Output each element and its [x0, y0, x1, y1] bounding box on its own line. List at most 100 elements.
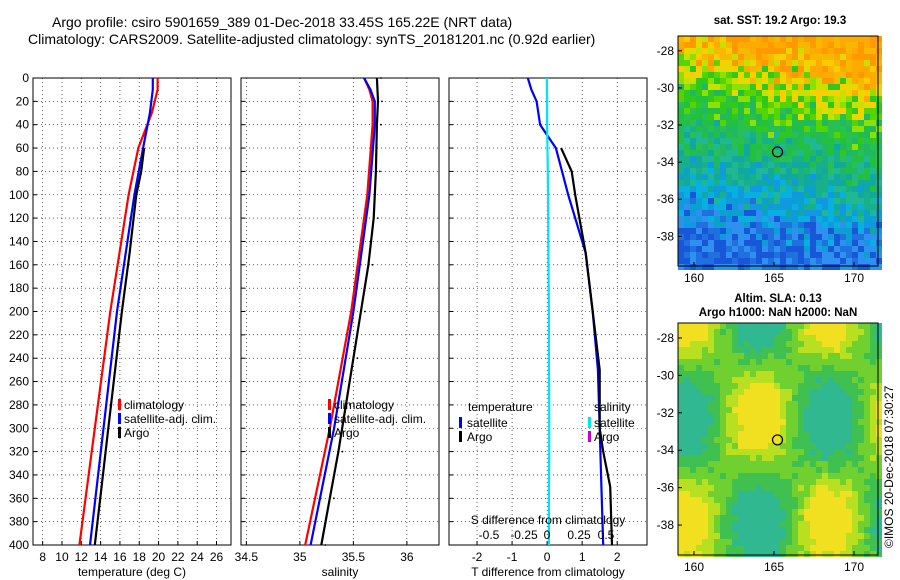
map-pixel — [846, 96, 852, 102]
map-pixel — [684, 485, 690, 491]
argo-dot — [371, 263, 374, 266]
map-pixel — [732, 509, 738, 515]
x-tick-label: 170 — [844, 560, 864, 574]
map-pixel — [684, 102, 690, 108]
map-pixel — [702, 521, 708, 527]
map-pixel — [690, 347, 696, 353]
map-pixel — [768, 539, 774, 545]
map-pixel — [690, 168, 696, 174]
map-pixel — [702, 132, 708, 138]
map-pixel — [804, 108, 810, 114]
map-pixel — [714, 431, 720, 437]
map-pixel — [702, 503, 708, 509]
y-tick-label: 160 — [9, 258, 29, 272]
map-pixel — [774, 443, 780, 449]
map-pixel — [768, 455, 774, 461]
map-pixel — [762, 210, 768, 216]
map-pixel — [714, 365, 720, 371]
map-pixel — [768, 551, 774, 557]
map-pixel — [834, 138, 840, 144]
map-pixel — [726, 36, 732, 42]
top-tick-label: -0.25 — [510, 528, 538, 542]
map-pixel — [840, 216, 846, 222]
map-pixel — [726, 455, 732, 461]
y-tick-label: 140 — [9, 234, 29, 248]
map-pixel — [714, 539, 720, 545]
map-pixel — [738, 371, 744, 377]
map-pixel — [702, 234, 708, 240]
map-pixel — [750, 425, 756, 431]
map-pixel — [852, 186, 858, 192]
legend-label: satellite-adj. clim. — [124, 412, 216, 426]
map-pixel — [762, 461, 768, 467]
map-pixel — [840, 389, 846, 395]
map-pixel — [816, 491, 822, 497]
map-pixel — [804, 431, 810, 437]
map-pixel — [732, 401, 738, 407]
map-pixel — [750, 240, 756, 246]
map-pixel — [834, 162, 840, 168]
map-pixel — [678, 72, 684, 78]
map-pixel — [822, 42, 828, 48]
map-pixel — [708, 515, 714, 521]
map-pixel — [846, 335, 852, 341]
map-pixel — [714, 120, 720, 126]
map-pixel — [858, 365, 864, 371]
map-pixel — [732, 138, 738, 144]
map-pixel — [744, 48, 750, 54]
map-pixel — [828, 419, 834, 425]
map-pixel — [792, 162, 798, 168]
map-pixel — [846, 240, 852, 246]
map-pixel — [768, 341, 774, 347]
map-pixel — [834, 180, 840, 186]
map-pixel — [732, 192, 738, 198]
map-pixel — [792, 114, 798, 120]
map-pixel — [804, 443, 810, 449]
map-pixel — [804, 497, 810, 503]
map-pixel — [858, 156, 864, 162]
map-pixel — [858, 180, 864, 186]
map-pixel — [816, 204, 822, 210]
map-pixel — [720, 389, 726, 395]
map-pixel — [744, 419, 750, 425]
map-pixel — [756, 545, 762, 551]
map-pixel — [696, 455, 702, 461]
map-pixel — [714, 114, 720, 120]
x-tick-label: 20 — [152, 550, 166, 564]
map-pixel — [798, 216, 804, 222]
map-pixel — [798, 210, 804, 216]
map-pixel — [696, 509, 702, 515]
map-pixel — [684, 431, 690, 437]
map-pixel — [810, 341, 816, 347]
map-pixel — [858, 60, 864, 66]
map-pixel — [720, 503, 726, 509]
map-pixel — [714, 437, 720, 443]
map-pixel — [714, 192, 720, 198]
map-pixel — [708, 222, 714, 228]
map-pixel — [726, 198, 732, 204]
map-pixel — [780, 455, 786, 461]
map-pixel — [774, 186, 780, 192]
map-pixel — [834, 222, 840, 228]
map-pixel — [840, 551, 846, 557]
map-pixel — [828, 78, 834, 84]
map-pixel — [780, 216, 786, 222]
map-pixel — [684, 515, 690, 521]
map-pixel — [720, 210, 726, 216]
map-pixel — [702, 371, 708, 377]
map-pixel — [726, 335, 732, 341]
map-pixel — [726, 419, 732, 425]
map-pixel — [738, 341, 744, 347]
map-pixel — [750, 120, 756, 126]
map-pixel — [732, 216, 738, 222]
map-pixel — [852, 491, 858, 497]
map-pixel — [870, 234, 876, 240]
map-pixel — [798, 60, 804, 66]
map-pixel — [786, 144, 792, 150]
map-pixel — [774, 84, 780, 90]
map-pixel — [762, 198, 768, 204]
map-pixel — [708, 114, 714, 120]
map-pixel — [696, 431, 702, 437]
map-pixel — [702, 102, 708, 108]
map-pixel — [828, 545, 834, 551]
